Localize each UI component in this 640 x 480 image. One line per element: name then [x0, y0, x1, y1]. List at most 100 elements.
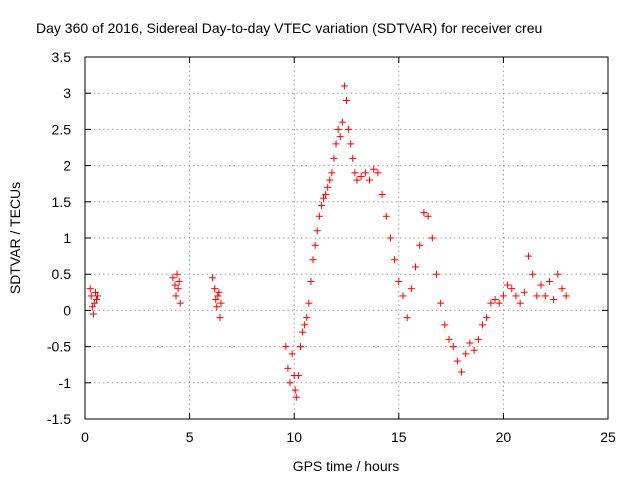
data-point [336, 133, 344, 141]
data-point [217, 299, 225, 307]
data-point [317, 201, 325, 209]
data-point [458, 368, 466, 376]
data-point [428, 234, 436, 242]
data-point [529, 270, 537, 278]
y-tick-labels: -1.5 -1 -0.5 0 0.5 1 1.5 2 2.5 3 3.5 [47, 49, 71, 427]
data-point [470, 346, 478, 354]
data-point [391, 256, 399, 264]
data-point [338, 118, 346, 126]
data-point [478, 321, 486, 329]
data-point [174, 285, 182, 293]
data-point [499, 292, 507, 300]
data-point [294, 372, 302, 380]
data-point [87, 292, 95, 300]
data-point [357, 172, 365, 180]
data-point [445, 335, 453, 343]
y-tick-label: 1 [63, 230, 71, 246]
data-point [424, 212, 432, 220]
data-point [351, 169, 359, 177]
data-point [315, 212, 323, 220]
data-point [209, 274, 217, 282]
data-point [216, 314, 224, 322]
data-point [326, 176, 334, 184]
x-axis-label: GPS time / hours [293, 458, 400, 474]
data-point [86, 285, 94, 293]
data-point [299, 328, 307, 336]
data-point [330, 154, 338, 162]
data-point [307, 277, 315, 285]
x-tick-label: 0 [81, 429, 89, 445]
data-point [319, 194, 327, 202]
data-point [466, 339, 474, 347]
chart-title: Day 360 of 2016, Sidereal Day-to-day VTE… [36, 20, 542, 36]
data-point [176, 299, 184, 307]
data-point [313, 227, 321, 235]
x-tick-labels: 0 5 10 15 20 25 [81, 429, 616, 445]
data-point [88, 303, 96, 311]
data-point [291, 386, 299, 394]
data-point [416, 241, 424, 249]
data-point [537, 281, 545, 289]
data-point [386, 234, 394, 242]
data-point [347, 140, 355, 148]
data-point [288, 350, 296, 358]
data-point [366, 176, 374, 184]
data-point [172, 292, 180, 300]
data-point [449, 343, 457, 351]
data-point [353, 176, 361, 184]
data-point [332, 140, 340, 148]
data-point [533, 292, 541, 300]
data-point [213, 303, 221, 311]
data-point [212, 296, 220, 304]
data-point [322, 191, 330, 199]
data-point [343, 96, 350, 104]
data-point [169, 274, 177, 282]
data-point [175, 277, 183, 285]
y-tick-label: -1.5 [47, 411, 71, 427]
data-point [91, 288, 99, 296]
data-point [296, 343, 304, 351]
data-point [171, 281, 179, 289]
data-point [90, 299, 98, 307]
data-point [328, 169, 336, 177]
y-tick-label: 1.5 [52, 194, 72, 210]
data-point [487, 299, 495, 307]
data-point [89, 310, 97, 318]
data-point [508, 285, 516, 293]
data-point [173, 270, 181, 278]
x-tick-label: 10 [286, 429, 302, 445]
y-tick-label: 0.5 [52, 266, 72, 282]
data-point [504, 281, 512, 289]
data-point [495, 299, 503, 307]
data-point [412, 263, 420, 271]
data-point [292, 393, 300, 401]
data-point [361, 169, 369, 177]
x-tick-label: 25 [600, 429, 616, 445]
data-point [284, 364, 292, 372]
data-point [483, 314, 491, 322]
x-tick-label: 20 [496, 429, 512, 445]
y-axis-label: SDTVAR / TECUs [7, 182, 23, 294]
data-point [349, 154, 357, 162]
data-point [215, 288, 223, 296]
y-tick-label: -0.5 [47, 339, 71, 355]
data-point [374, 169, 382, 177]
y-tick-label: 2 [63, 158, 71, 174]
plot-frame [84, 56, 609, 420]
data-point [345, 125, 353, 133]
data-point [305, 299, 313, 307]
data-point [550, 296, 558, 304]
data-point [214, 292, 222, 300]
data-point [340, 82, 348, 90]
data-points [86, 82, 570, 401]
data-point [520, 288, 528, 296]
data-point [462, 350, 470, 358]
data-point [554, 270, 562, 278]
grid-lines [85, 57, 608, 419]
data-point [282, 343, 290, 351]
data-point [558, 285, 566, 293]
data-point [303, 314, 311, 322]
data-point [420, 209, 428, 217]
data-point [211, 285, 219, 293]
